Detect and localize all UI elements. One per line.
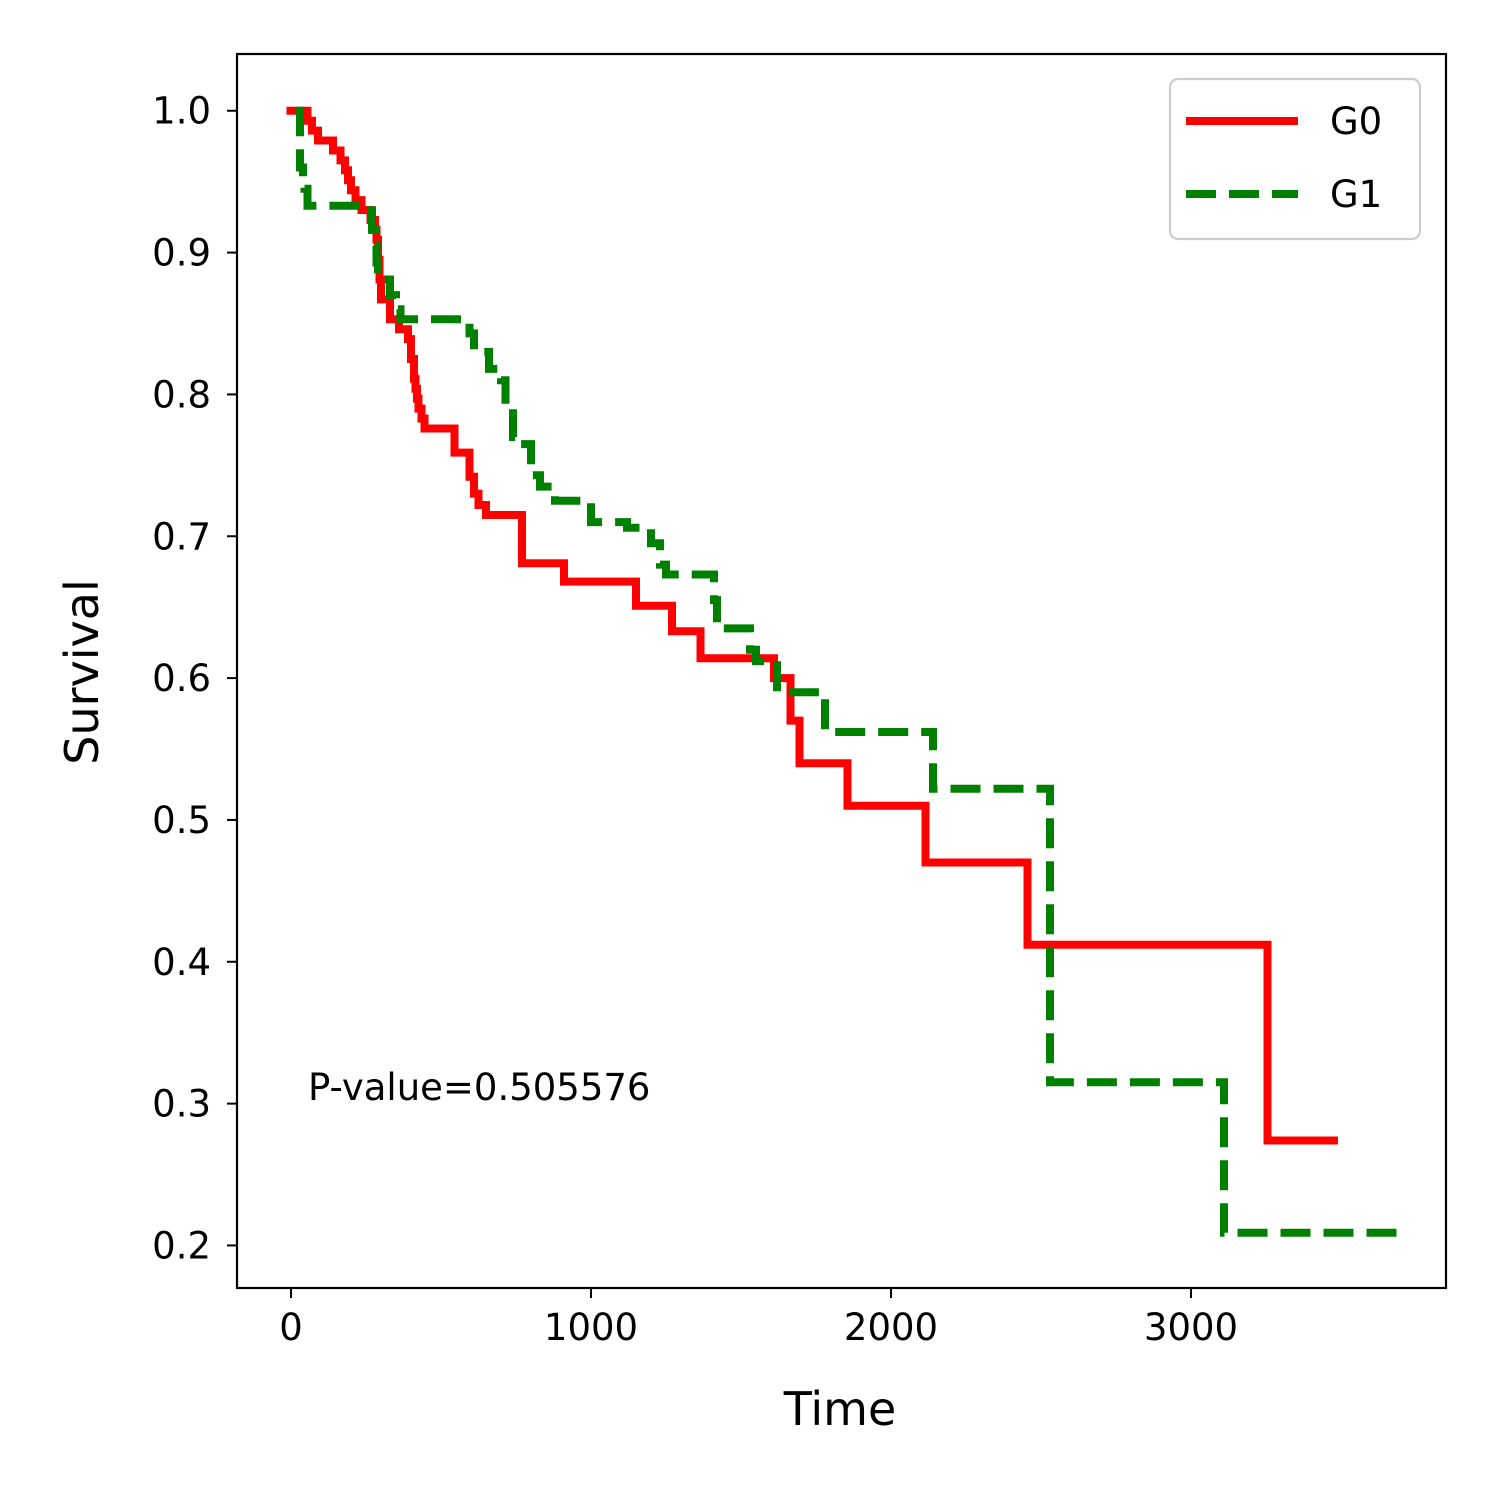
y-tick-label: 0.5 [152,799,211,842]
legend-box [1168,77,1422,241]
axes-frame [235,52,1448,1290]
y-tick-label: 0.2 [152,1224,211,1267]
p-value-annotation: P-value=0.505576 [308,1066,650,1109]
y-tick-label: 0.7 [152,515,211,558]
series-line-g0 [286,106,1338,1145]
y-axis-label: Survival [55,579,109,764]
plot-area [235,52,1448,1290]
x-tick-label: 3000 [1144,1306,1238,1349]
x-tick-label: 2000 [844,1306,938,1349]
y-tick-label: 1.0 [152,90,211,133]
legend-label-g1: G1 [1330,173,1382,216]
x-axis-label: Time [783,1382,897,1436]
y-tick-label: 0.3 [152,1083,211,1126]
x-tick-label: 1000 [544,1306,638,1349]
y-axis-ticks: 0.2 0.3 0.4 0.5 0.6 0.7 0.8 0.9 1.0 [152,90,237,1267]
y-tick-label: 0.4 [152,941,211,984]
y-tick-label: 0.6 [152,657,211,700]
survival-curves [286,106,1398,1237]
legend-label-g0: G0 [1330,100,1382,143]
series-line-g1 [295,106,1398,1237]
y-tick-label: 0.9 [152,232,211,275]
x-axis-ticks: 0 1000 2000 3000 [279,1288,1238,1349]
legend: G0 G1 [1168,77,1422,241]
y-tick-label: 0.8 [152,373,211,416]
x-tick-label: 0 [279,1306,303,1349]
